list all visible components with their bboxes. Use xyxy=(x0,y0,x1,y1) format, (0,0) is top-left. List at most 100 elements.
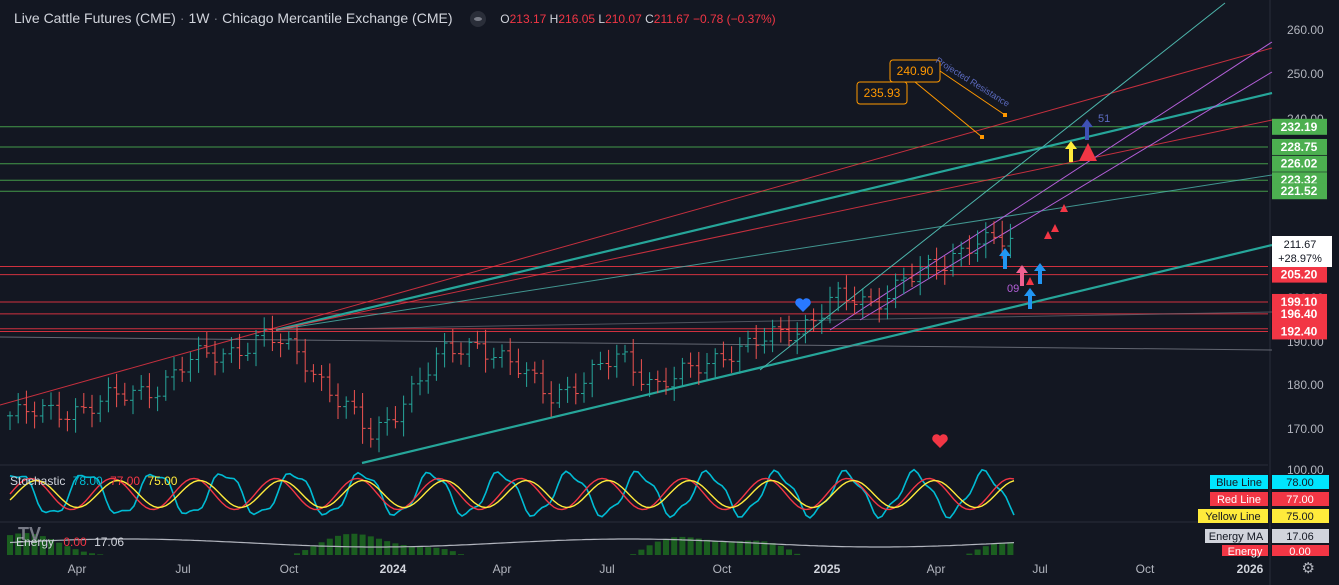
energy-bar xyxy=(343,534,350,555)
red-upper-channel-line xyxy=(0,47,1273,406)
energy-bar xyxy=(638,549,645,555)
buy-arrow-shaft xyxy=(1028,295,1032,309)
energy-bar xyxy=(335,535,341,555)
y-tick-label: 250.00 xyxy=(1287,67,1324,81)
energy-bar xyxy=(80,551,87,555)
x-tick-label: Oct xyxy=(280,562,299,576)
last-price-tag xyxy=(1272,236,1332,267)
energy-bar xyxy=(687,537,694,555)
energy-bar xyxy=(64,546,71,555)
x-tick-label: Apr xyxy=(493,562,512,576)
gray-support-line xyxy=(0,336,1273,351)
energy-bar xyxy=(23,533,30,555)
stochastic-layer: Blue Line 78.00 Red Line 77.00 Yellow Line 75… xyxy=(9,468,1329,523)
symbol-title[interactable]: Live Cattle Futures (CME) xyxy=(14,10,176,26)
last-price-label: 211.67 xyxy=(1284,239,1317,251)
stoch-yellow-value: 75.00 xyxy=(1286,511,1314,523)
x-tick-label: Jul xyxy=(175,562,190,576)
heart-icon xyxy=(932,434,948,448)
close-value: 211.67 xyxy=(653,12,690,26)
grid-layer xyxy=(0,0,1271,585)
energy-bar xyxy=(736,541,743,555)
energy-ma-value: 17.06 xyxy=(1286,531,1314,543)
stoch-red-name: Red Line xyxy=(1217,494,1261,506)
energy-bar xyxy=(56,542,63,555)
energy-bar xyxy=(433,547,440,555)
exchange-label: Chicago Mercantile Exchange (CME) xyxy=(222,10,453,26)
energy-bar xyxy=(310,546,317,555)
energy-ma-value-tag xyxy=(1272,529,1329,543)
energy-bar xyxy=(777,545,784,555)
energy-layer: Energy MA 17.06 Energy 0.00 TV xyxy=(7,524,1329,558)
level-price-tag xyxy=(1272,183,1327,200)
energy-bar xyxy=(392,543,399,555)
pink-arrow-shaft xyxy=(1020,272,1024,286)
energy-value-tag xyxy=(1272,545,1329,556)
energy-bar xyxy=(720,541,727,555)
pink-arrow-head xyxy=(1016,265,1028,273)
energy-bar xyxy=(351,533,358,555)
stoch-red-value-tag xyxy=(1272,492,1329,506)
stoch-red-name-tag xyxy=(1210,492,1268,506)
level-price-label: 196.40 xyxy=(1281,307,1318,321)
energy-bar xyxy=(359,534,366,555)
energy-name-tag xyxy=(1222,545,1268,556)
marker-label-51: 51 xyxy=(1098,113,1110,125)
energy-bar xyxy=(630,554,637,555)
energy-ma-name-tag xyxy=(1205,529,1268,543)
x-tick-label: Oct xyxy=(713,562,732,576)
annotation-235-93-box xyxy=(856,81,908,105)
energy-bar xyxy=(97,554,104,555)
level-price-label: 221.52 xyxy=(1281,184,1318,198)
level-price-tag xyxy=(1272,266,1327,283)
energy-bar xyxy=(999,542,1006,555)
interval-label[interactable]: 1W xyxy=(188,10,210,26)
energy-bar xyxy=(753,540,760,555)
energy-bar xyxy=(712,540,719,555)
energy-bar xyxy=(294,553,300,555)
stoch-yellow-value: 75.00 xyxy=(147,474,178,488)
energy-bar xyxy=(982,546,989,555)
annotation-leader xyxy=(914,81,983,138)
stoch-yellow-line xyxy=(9,479,1015,509)
yellow-arrow-head xyxy=(1065,141,1077,149)
energy-ma-line xyxy=(9,538,1015,548)
buy-arrow-head xyxy=(1024,288,1036,296)
x-tick-label: Apr xyxy=(68,562,87,576)
energy-bar xyxy=(991,543,997,555)
sell-triangle-large xyxy=(1079,143,1097,161)
level-price-label: 192.40 xyxy=(1281,324,1318,338)
energy-bar xyxy=(441,549,448,555)
stochastic-title: Stochastic xyxy=(10,474,66,488)
energy-legend[interactable]: Energy 0.00 17.06 xyxy=(16,535,124,549)
upper-channel-line xyxy=(275,91,1273,332)
level-price-tag xyxy=(1272,155,1327,172)
energy-bar xyxy=(695,538,702,555)
energy-bar xyxy=(761,541,768,555)
energy-bar xyxy=(425,547,432,555)
energy-ma-name: Energy MA xyxy=(1209,531,1264,543)
stoch-blue-value: 78.00 xyxy=(1286,477,1314,489)
change-value: −0.78 (−0.37%) xyxy=(692,12,776,26)
y-tick-label: 180.00 xyxy=(1287,378,1324,392)
settings-gear-icon[interactable]: ⚙ xyxy=(1301,560,1315,577)
visibility-eye-icon[interactable] xyxy=(470,11,487,28)
blue-arrow-head xyxy=(1081,119,1093,127)
energy-value: 0.00 xyxy=(63,535,87,549)
level-price-label: 226.02 xyxy=(1281,157,1318,171)
energy-bar xyxy=(794,553,801,555)
stoch-yellow-name-tag xyxy=(1198,509,1268,523)
stochastic-legend[interactable]: Stochastic 78.00 77.00 75.00 xyxy=(10,474,177,488)
stoch-blue-value-tag xyxy=(1272,475,1329,489)
energy-bar xyxy=(31,534,38,555)
stoch-y-tick-label: 100.00 xyxy=(1287,463,1324,477)
sell-triangle xyxy=(1051,224,1059,232)
energy-bar xyxy=(302,550,309,555)
annotation-leader xyxy=(939,70,1006,116)
annotation-point xyxy=(980,135,984,139)
blue-arrow-shaft xyxy=(1085,126,1089,140)
mid-channel-line xyxy=(275,174,1273,331)
level-price-tag xyxy=(1272,118,1327,135)
energy-bar xyxy=(367,536,374,555)
